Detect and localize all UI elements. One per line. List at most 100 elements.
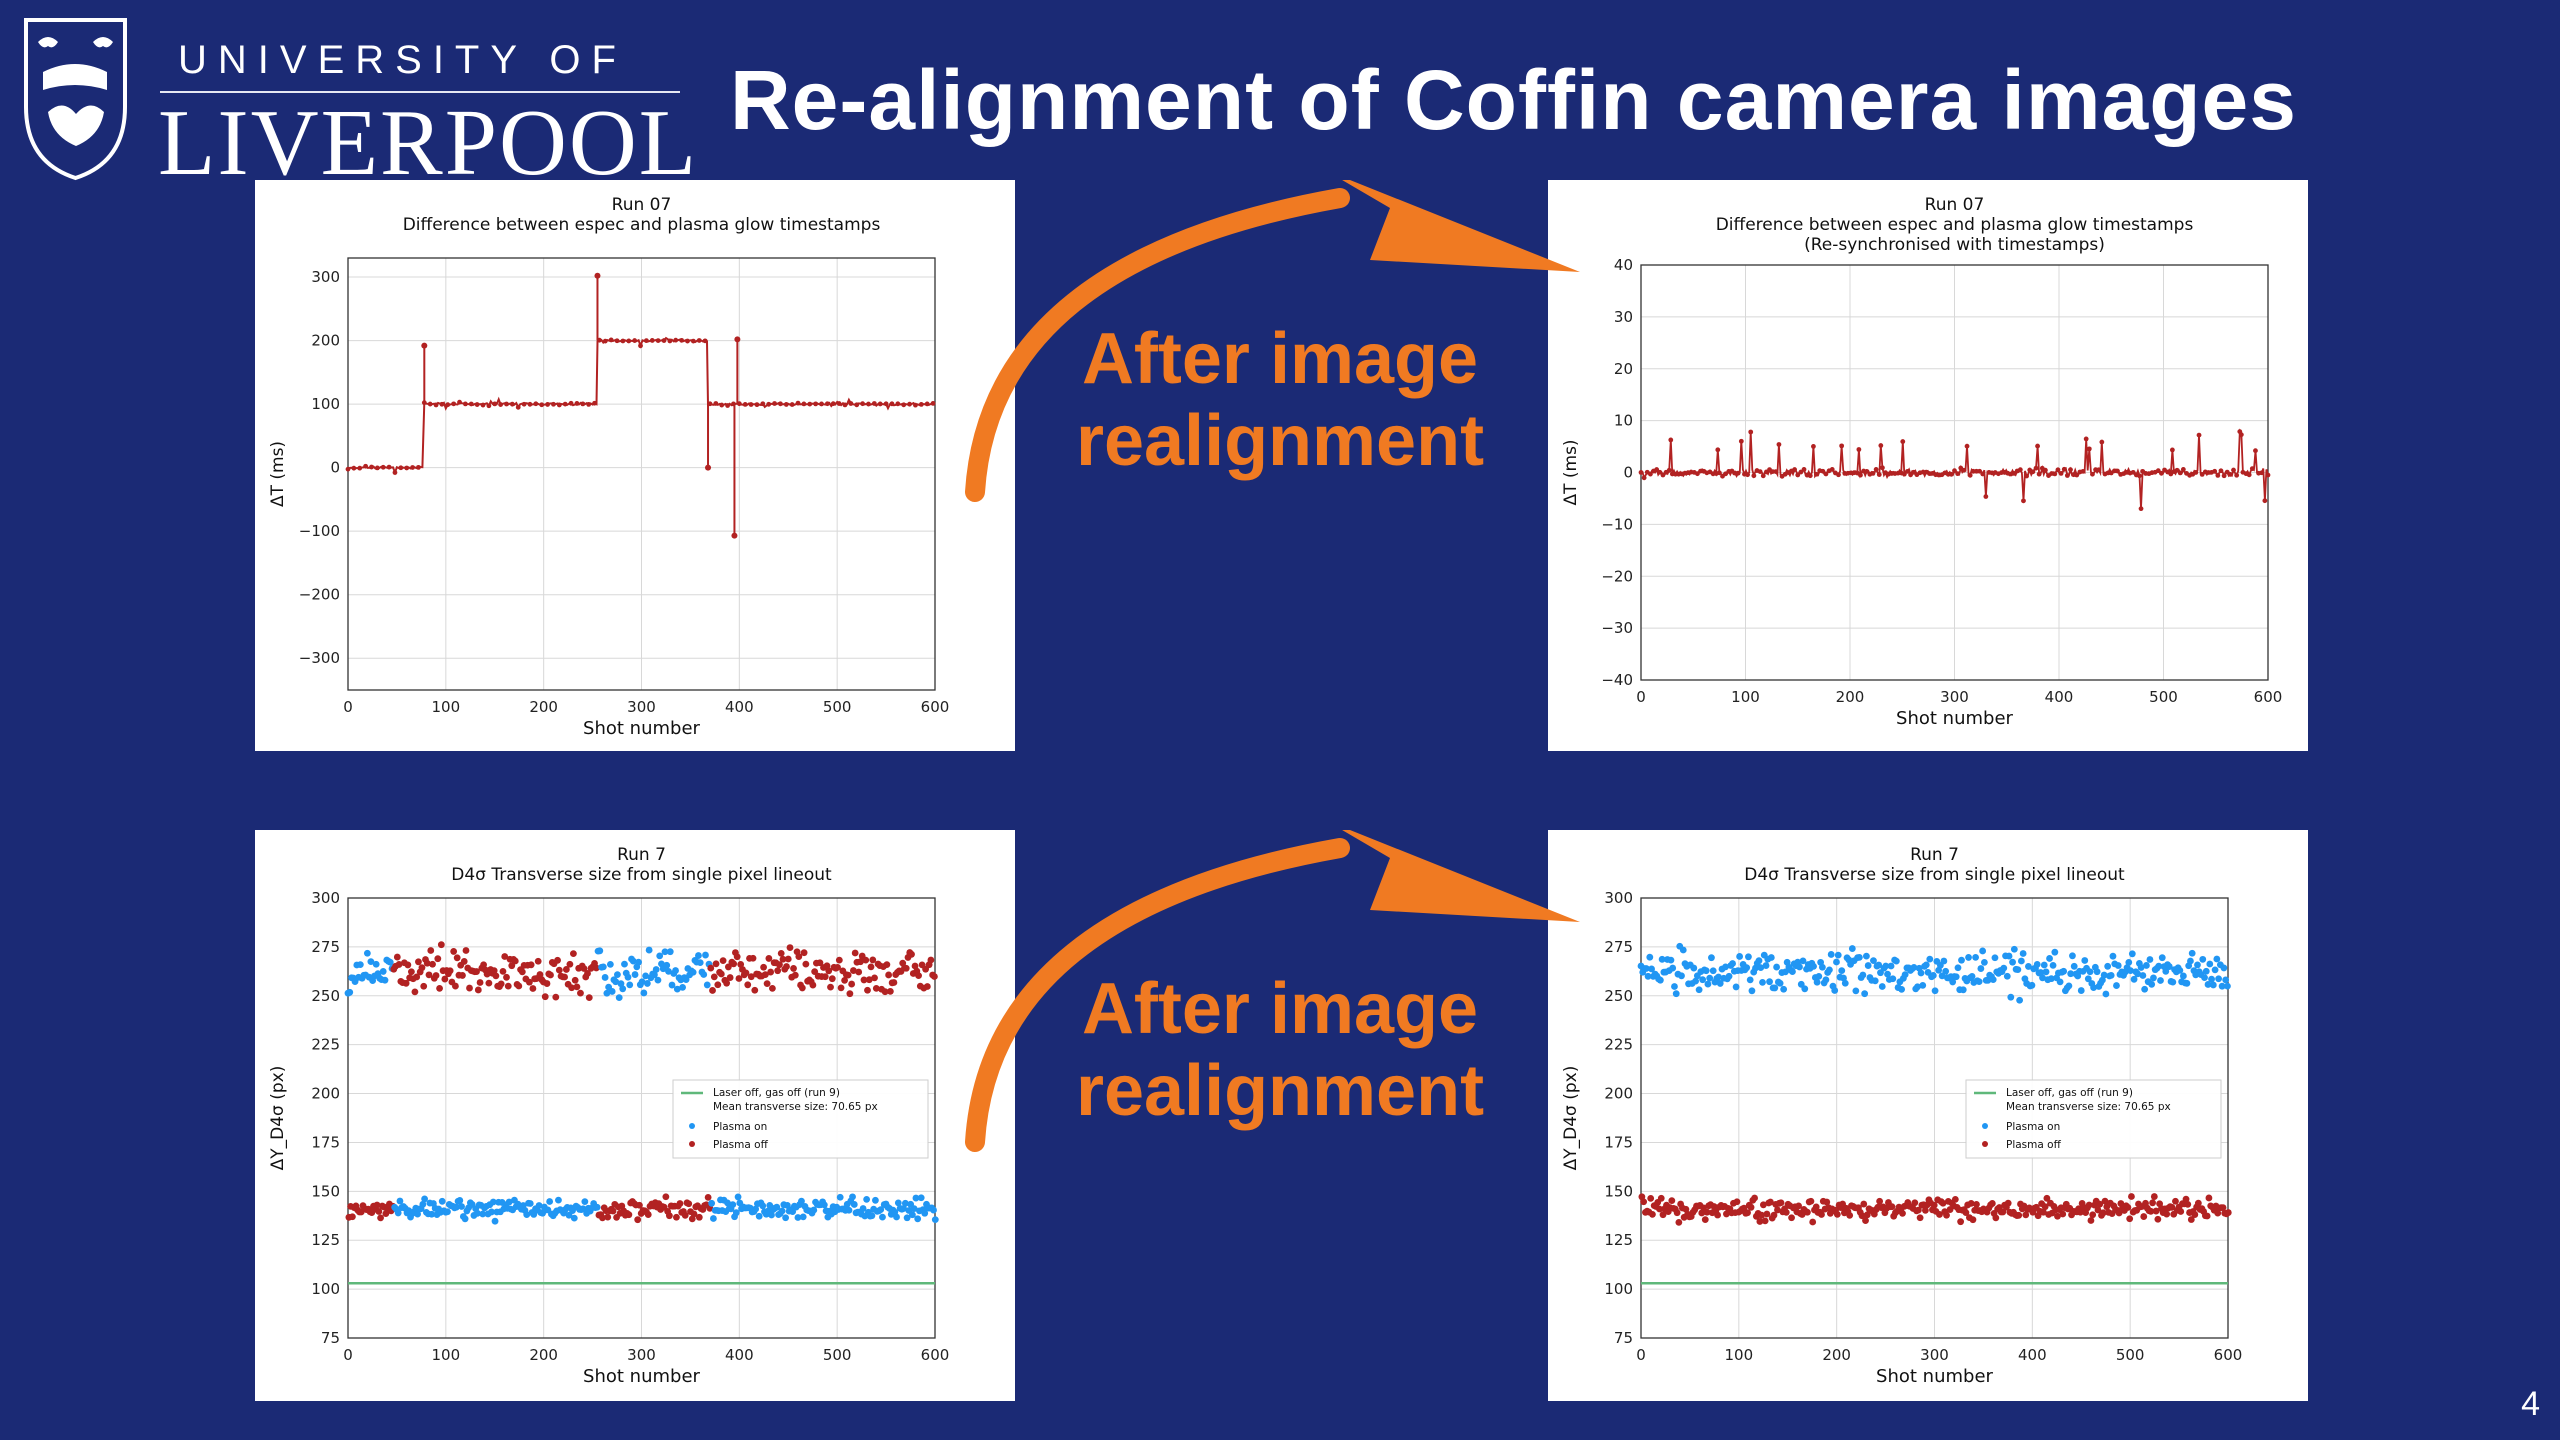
data-point <box>2188 949 2196 957</box>
chart-title: (Re-synchronised with timestamps) <box>1804 235 2105 255</box>
data-point <box>1878 983 1886 990</box>
data-point <box>883 401 889 407</box>
data-point <box>903 1214 911 1222</box>
data-point <box>1968 972 1976 980</box>
data-point <box>1926 955 1934 963</box>
data-point <box>869 956 877 964</box>
data-point <box>2017 467 2023 473</box>
data-point <box>2162 968 2170 975</box>
data-point <box>2113 982 2120 989</box>
data-point <box>2222 976 2230 984</box>
data-point <box>842 402 848 408</box>
data-point <box>837 984 845 992</box>
data-point <box>1656 1205 1663 1213</box>
data-point <box>807 401 813 407</box>
data-point <box>726 974 734 981</box>
data-point <box>592 964 600 972</box>
data-point <box>441 975 449 983</box>
data-point <box>1647 1194 1655 1202</box>
y-tick-label: 150 <box>1604 1182 1633 1200</box>
data-point <box>2065 982 2073 990</box>
data-point <box>2218 468 2224 474</box>
data-point <box>2180 467 2186 472</box>
data-point <box>539 402 545 408</box>
data-point <box>541 993 549 1001</box>
y-tick-label: 125 <box>1604 1231 1633 1249</box>
data-point <box>1864 962 1872 969</box>
data-point <box>777 949 785 957</box>
x-tick-label: 200 <box>1822 1346 1851 1364</box>
x-tick-label: 100 <box>432 1346 461 1364</box>
legend-label: Plasma off <box>2006 1139 2062 1151</box>
data-point <box>860 976 868 984</box>
data-point <box>621 960 628 968</box>
data-point <box>367 958 375 966</box>
data-point <box>413 973 421 981</box>
data-point <box>1875 961 1883 969</box>
chart-title: Run 7 <box>617 845 666 865</box>
y-tick-label: −300 <box>299 649 340 667</box>
data-point <box>1871 977 1879 985</box>
data-point <box>346 988 354 996</box>
data-point <box>1782 968 1789 976</box>
data-point <box>1930 1201 1938 1209</box>
callout-realignment: After image realignment <box>1050 318 1510 482</box>
data-point <box>404 961 412 969</box>
data-point <box>719 402 725 408</box>
data-point <box>503 973 510 981</box>
slide-title: Re-alignment of Coffin camera images <box>730 53 2297 147</box>
data-point <box>867 963 875 971</box>
data-point <box>1858 1212 1866 1220</box>
data-point <box>485 979 493 987</box>
data-point <box>631 971 639 978</box>
data-point <box>1813 978 1821 986</box>
data-point <box>1856 447 1862 452</box>
data-point <box>2064 473 2070 478</box>
data-point <box>2081 957 2089 964</box>
x-tick-label: 500 <box>2116 1346 2145 1364</box>
data-point <box>393 953 401 961</box>
page-number: 4 <box>2521 1385 2540 1423</box>
data-point <box>913 402 918 408</box>
data-point <box>2104 962 2112 970</box>
data-point <box>545 402 550 407</box>
data-point <box>931 1216 939 1224</box>
data-point <box>1751 1194 1758 1202</box>
data-point <box>2024 473 2030 479</box>
data-point <box>2249 466 2255 472</box>
data-point <box>419 1200 427 1208</box>
x-tick-label: 400 <box>725 1346 754 1364</box>
chart-title: Run 7 <box>1910 845 1959 865</box>
data-point <box>666 948 674 956</box>
y-tick-label: 225 <box>311 1036 340 1054</box>
data-point <box>915 972 922 980</box>
data-point <box>428 1210 436 1218</box>
data-point <box>437 941 445 949</box>
x-tick-label: 300 <box>627 1346 656 1364</box>
data-point <box>411 988 419 996</box>
data-point <box>924 401 930 407</box>
data-point <box>1743 964 1751 972</box>
data-point <box>2039 1208 2047 1216</box>
legend-swatch <box>1982 1123 1988 1129</box>
y-tick-label: 300 <box>311 889 340 907</box>
data-point <box>778 401 783 407</box>
data-point <box>614 971 621 979</box>
data-point <box>742 401 748 407</box>
data-point <box>1919 981 1927 989</box>
data-point <box>798 1197 805 1205</box>
data-point <box>1838 967 1846 975</box>
data-point <box>1756 1218 1764 1225</box>
legend-label: Plasma on <box>2006 1121 2060 1133</box>
data-point <box>723 979 731 987</box>
data-point <box>1870 957 1877 964</box>
data-point <box>2077 987 2085 994</box>
x-tick-label: 200 <box>529 1346 558 1364</box>
data-point <box>394 1209 402 1217</box>
university-main-text: LIVERPOOL <box>158 91 699 195</box>
data-point <box>612 978 620 986</box>
data-point <box>421 342 428 349</box>
data-point <box>877 1206 885 1214</box>
data-point <box>608 988 616 995</box>
data-point <box>1887 962 1895 970</box>
